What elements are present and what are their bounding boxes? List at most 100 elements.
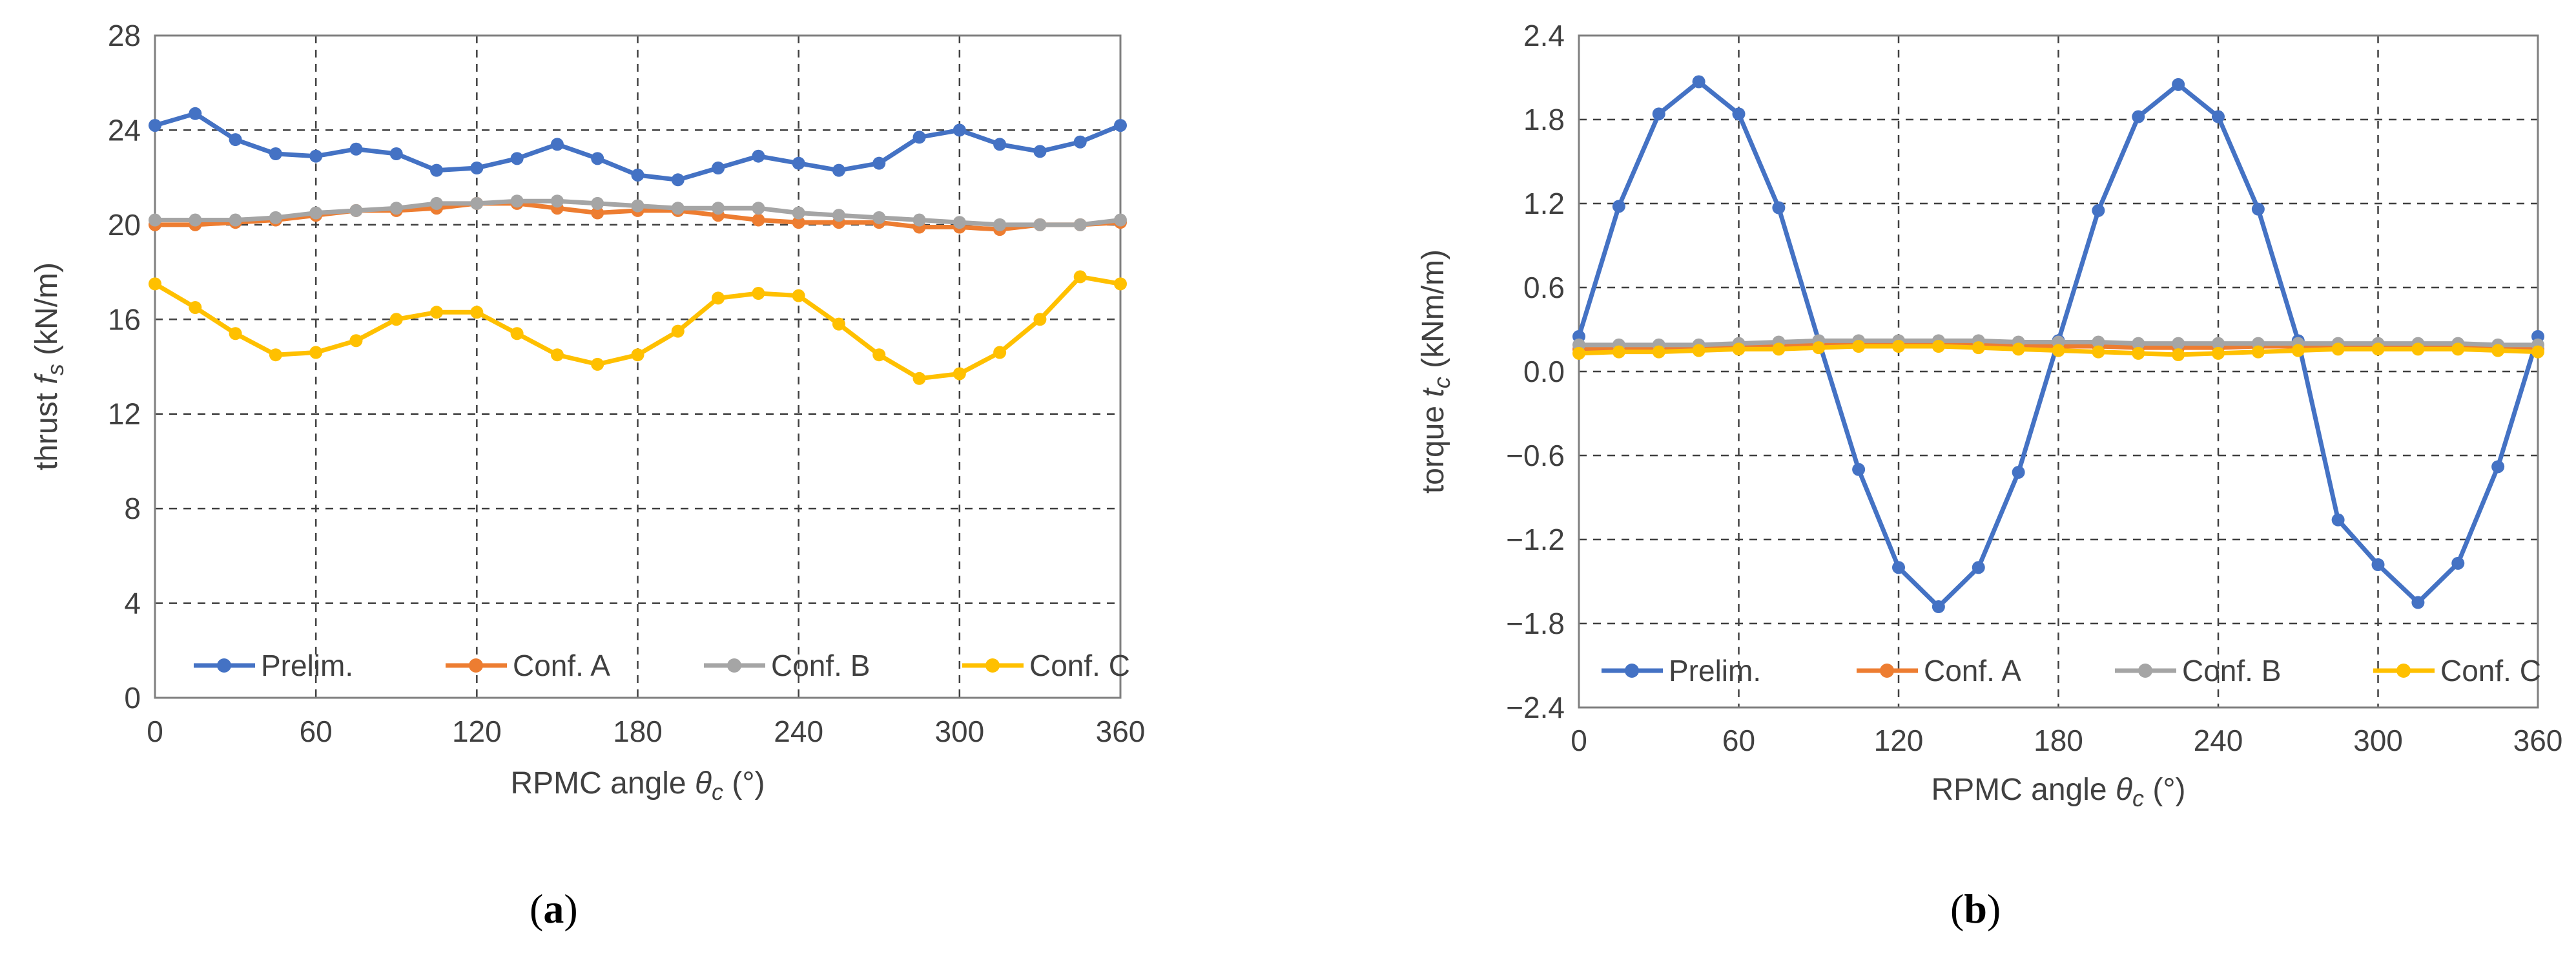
data-point [1073, 218, 1087, 231]
data-point [2371, 342, 2385, 356]
data-point [1652, 107, 1665, 121]
data-point [2092, 335, 2105, 349]
data-point [872, 211, 886, 224]
y-tick-label: −1.8 [1506, 607, 1565, 640]
legend-label: Conf. B [2182, 654, 2281, 687]
data-point [1772, 342, 1786, 356]
caption-a: (a) [530, 886, 578, 932]
y-tick-label: 4 [124, 587, 141, 620]
data-point [1892, 340, 1905, 353]
data-point [1932, 340, 1945, 353]
data-point [2331, 342, 2345, 356]
data-point [872, 156, 886, 170]
caption-a-letter: a [543, 886, 564, 932]
caption-b: (b) [1950, 886, 2001, 932]
legend-swatch-marker [1880, 664, 1894, 678]
data-point [792, 216, 805, 229]
data-point [2491, 460, 2505, 474]
data-point [2411, 342, 2425, 356]
data-point [953, 123, 966, 137]
y-tick-label: −1.2 [1506, 523, 1565, 556]
data-point [1572, 346, 1585, 360]
data-point [510, 152, 524, 165]
y-tick-label: 16 [108, 302, 141, 336]
data-point [550, 194, 564, 208]
data-point [2012, 342, 2025, 356]
data-point [993, 138, 1007, 151]
y-tick-label: 1.2 [1523, 187, 1565, 220]
legend-label: Conf. A [1924, 654, 2021, 687]
data-point [2291, 344, 2305, 357]
axis-label-unit: (°) [723, 766, 765, 801]
data-point [631, 168, 644, 182]
data-point [430, 196, 444, 210]
y-tick-label: 1.8 [1523, 103, 1565, 136]
data-point [792, 206, 805, 220]
data-point [1612, 200, 1625, 213]
data-point [912, 213, 926, 227]
data-point [269, 348, 282, 362]
data-point [1692, 75, 1705, 89]
data-point [309, 149, 323, 163]
data-point [510, 327, 524, 340]
data-point [1892, 561, 1905, 574]
data-point [671, 173, 685, 187]
data-point [2451, 556, 2465, 570]
plot-frame [154, 34, 1122, 699]
data-point [1073, 270, 1087, 284]
data-point [671, 202, 685, 215]
data-point [1852, 463, 1866, 476]
y-tick-label: 12 [108, 397, 141, 431]
data-point [671, 324, 685, 338]
data-point [269, 211, 282, 224]
data-point [2012, 466, 2025, 479]
axis-label-subscript: s [42, 364, 68, 375]
data-point [2132, 346, 2145, 360]
data-point [712, 202, 725, 215]
y-tick-label: 8 [124, 492, 141, 525]
axis-label-symbol: t [1416, 388, 1450, 397]
data-point [349, 204, 363, 217]
data-point [1852, 340, 1866, 353]
data-point [2092, 345, 2105, 359]
data-point [591, 152, 604, 165]
legend-label: Prelim. [1669, 654, 1761, 687]
data-point [430, 163, 444, 177]
data-point [470, 162, 484, 174]
x-tick-label: 300 [934, 715, 984, 748]
data-point [2251, 345, 2265, 359]
plot-frame [1578, 34, 2539, 709]
data-point [189, 300, 202, 314]
y-tick-label: −2.4 [1506, 691, 1565, 724]
y-tick-label: 0 [124, 681, 141, 715]
data-point [1033, 218, 1047, 231]
data-point [993, 218, 1007, 231]
caption-b-letter: b [1964, 886, 1987, 932]
data-point [1114, 119, 1127, 132]
x-tick-label: 120 [1874, 724, 1924, 757]
data-point [1073, 135, 1087, 149]
data-point [2212, 346, 2225, 360]
data-point [2451, 342, 2465, 356]
data-point [2491, 344, 2505, 357]
x-axis-label: RPMC angle θc (°) [511, 766, 765, 805]
x-tick-label: 60 [1722, 724, 1755, 757]
data-point [712, 162, 725, 174]
data-point [953, 216, 966, 229]
data-point [470, 196, 484, 210]
legend-swatch-marker [1625, 664, 1639, 678]
legend-swatch-marker [727, 658, 741, 673]
data-point [229, 133, 242, 147]
data-point [591, 357, 604, 371]
legend-label: Conf. A [513, 649, 610, 682]
data-point [229, 213, 242, 227]
data-point [1812, 341, 1826, 355]
data-point [2411, 596, 2425, 609]
data-point [1972, 341, 1985, 355]
legend-swatch-marker [2396, 664, 2411, 678]
x-tick-label: 240 [774, 715, 823, 748]
data-point [1114, 213, 1127, 227]
data-point [309, 206, 323, 220]
data-point [2331, 513, 2345, 527]
